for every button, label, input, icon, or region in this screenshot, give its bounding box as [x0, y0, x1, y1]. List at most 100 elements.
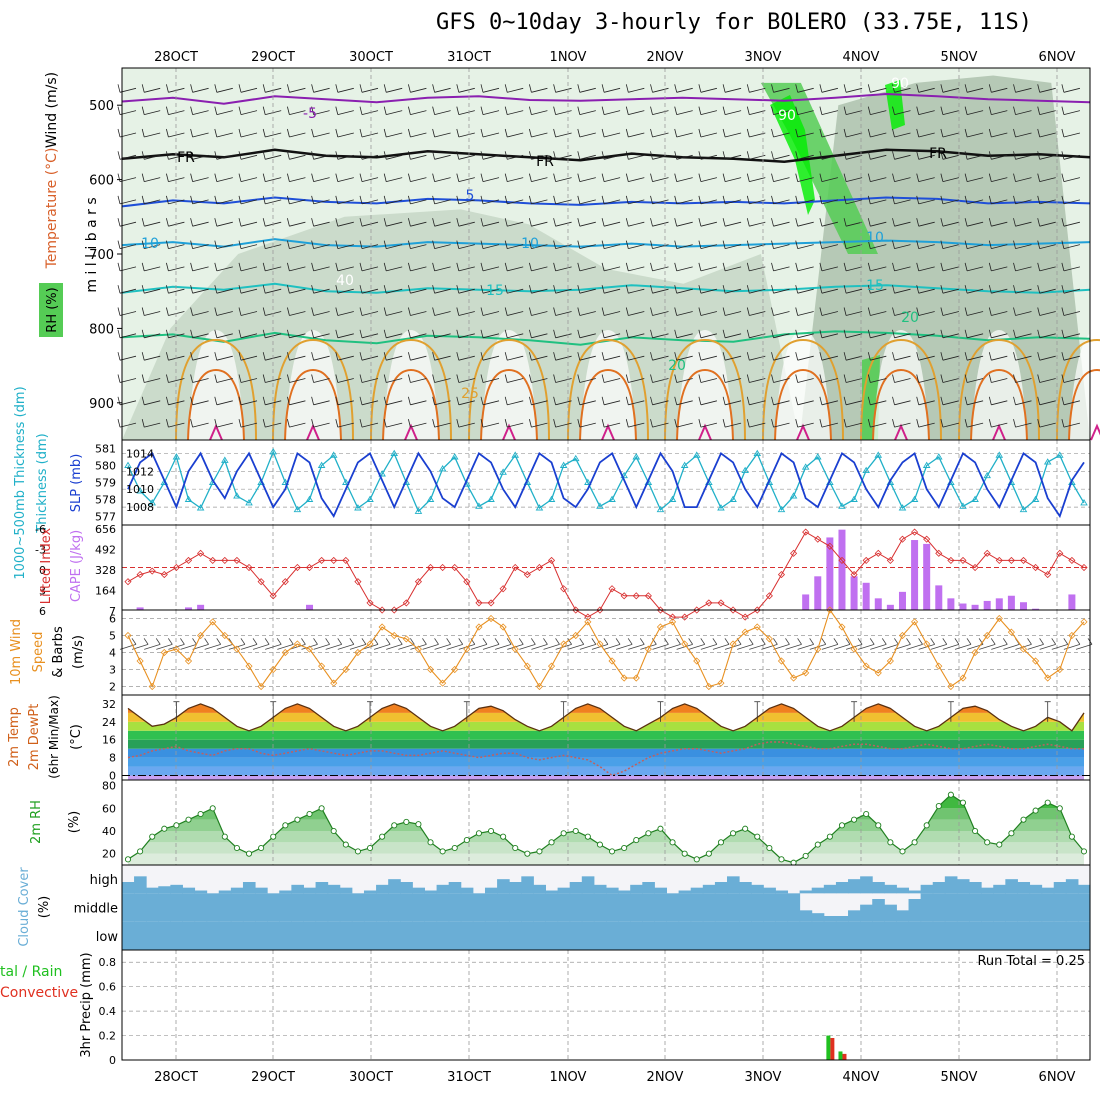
thickness-point — [148, 499, 156, 506]
wind-barb — [650, 106, 669, 115]
wind-barb — [432, 128, 451, 138]
wind-barb-feather — [553, 84, 556, 93]
wind-barb-shaft — [700, 288, 717, 294]
surface-wind-barb — [664, 644, 681, 650]
cloud-middle-bar — [811, 913, 825, 922]
wind-barb-shaft — [144, 87, 161, 93]
wind-barb-feather — [1061, 419, 1065, 428]
isotherm-35-arch — [404, 423, 418, 441]
wind-barb — [335, 352, 354, 361]
wind-barb-shaft — [967, 355, 984, 361]
wind-barb-shaft — [967, 378, 984, 383]
wind-barb — [625, 396, 645, 406]
cloud-middle-bar — [642, 893, 655, 922]
wind-tick-label: 4 — [109, 647, 116, 660]
surface-wind-barb-feather — [930, 638, 936, 645]
lifted-index-point — [124, 578, 132, 586]
wind-barb-feather — [456, 240, 460, 249]
wind-barb-feather — [529, 396, 532, 405]
wind-speed-point — [378, 623, 386, 631]
wind-barb-shaft — [797, 154, 814, 160]
wind-barb — [625, 419, 645, 428]
lifted-index-point — [330, 556, 338, 564]
wind-barb-shaft — [386, 110, 403, 115]
cloud-high-bar — [799, 890, 813, 894]
wind-barb — [238, 419, 258, 428]
wind-barb — [674, 262, 693, 272]
wind-barb — [916, 285, 935, 294]
cloud-middle-bar — [823, 916, 837, 922]
rh-band — [128, 853, 1084, 865]
wind-barb-feather — [964, 419, 968, 428]
wind-barb — [432, 106, 451, 115]
wind-barb-feather — [698, 419, 702, 428]
wind-barb — [940, 285, 959, 294]
wind-barb-feather — [117, 106, 121, 115]
rh-point — [560, 830, 567, 837]
wind-barb-feather — [964, 173, 968, 182]
wind-barb-shaft — [1015, 355, 1032, 361]
wind-barb-shaft — [144, 244, 161, 249]
wind-barb-shaft — [410, 355, 427, 361]
wind-barb-shaft — [797, 422, 814, 428]
wind-barb-feather — [601, 195, 605, 204]
wind-barb — [529, 396, 548, 406]
page-title: GFS 0~10day 3-hourly for BOLERO (33.75E,… — [436, 10, 1033, 35]
wind-barb-feather — [238, 307, 242, 316]
wind-barb-feather — [480, 240, 484, 249]
wind-barb-shaft — [410, 199, 427, 205]
wind-barb-feather — [262, 419, 266, 428]
wind-barb — [1061, 195, 1080, 205]
wind-barb-shaft — [870, 311, 887, 316]
wind-barb-feather — [166, 396, 169, 405]
wind-barb-shaft — [700, 154, 717, 160]
thickness-point — [656, 505, 665, 513]
cloud-high-bar — [1065, 879, 1079, 894]
wind-barb — [408, 84, 427, 93]
wind-barb — [843, 218, 863, 227]
cloud-low-bar — [158, 921, 171, 950]
wind-barb — [674, 285, 693, 294]
wind-barb — [287, 329, 306, 339]
cloud-low-bar — [484, 921, 498, 950]
wind-barb — [432, 173, 451, 182]
wind-barb — [480, 352, 500, 361]
rh-point — [984, 839, 991, 846]
wind-barb-shaft — [700, 400, 717, 406]
wind-barb-shaft — [458, 400, 475, 406]
wind-barb — [432, 262, 451, 272]
wind-barb-feather — [432, 419, 435, 428]
wind-barb — [625, 285, 645, 294]
cape-bar — [959, 603, 967, 610]
bottom-date-label: 30OCT — [349, 1070, 393, 1085]
wind-barb-feather — [722, 352, 726, 361]
wind-barb — [795, 374, 814, 383]
wind-barb-feather — [964, 106, 968, 115]
rh-point — [633, 837, 640, 844]
wind-barb-feather — [504, 374, 508, 383]
wind-barb — [359, 106, 379, 115]
wind-barb-feather — [408, 285, 411, 294]
wind-barb-shaft — [216, 378, 233, 383]
wind-barb-feather — [166, 84, 169, 93]
bottom-date-label: 5NOV — [941, 1070, 978, 1085]
wind-barb-shaft — [652, 311, 669, 316]
wind-barb — [650, 374, 669, 383]
temp-band — [128, 703, 1084, 713]
isotherm-25-arch — [1056, 338, 1100, 441]
wind-barb-feather — [819, 173, 823, 182]
wind-barb — [335, 195, 354, 205]
wind-barb — [650, 84, 669, 93]
rh-point — [512, 844, 519, 852]
surface-wind-barb-feather — [797, 638, 802, 645]
wind-barb-shaft — [700, 311, 717, 316]
wind-barb-shaft — [1063, 288, 1080, 294]
wind-barb — [287, 374, 306, 383]
wind-barb-shaft — [773, 266, 790, 272]
wind-barb-shaft — [144, 221, 161, 227]
wind-barb-shaft — [313, 333, 330, 339]
wind-barb — [335, 396, 354, 406]
wind-barb-feather — [625, 352, 629, 361]
wind-barb-feather — [867, 195, 871, 204]
wind-barb — [432, 419, 451, 428]
